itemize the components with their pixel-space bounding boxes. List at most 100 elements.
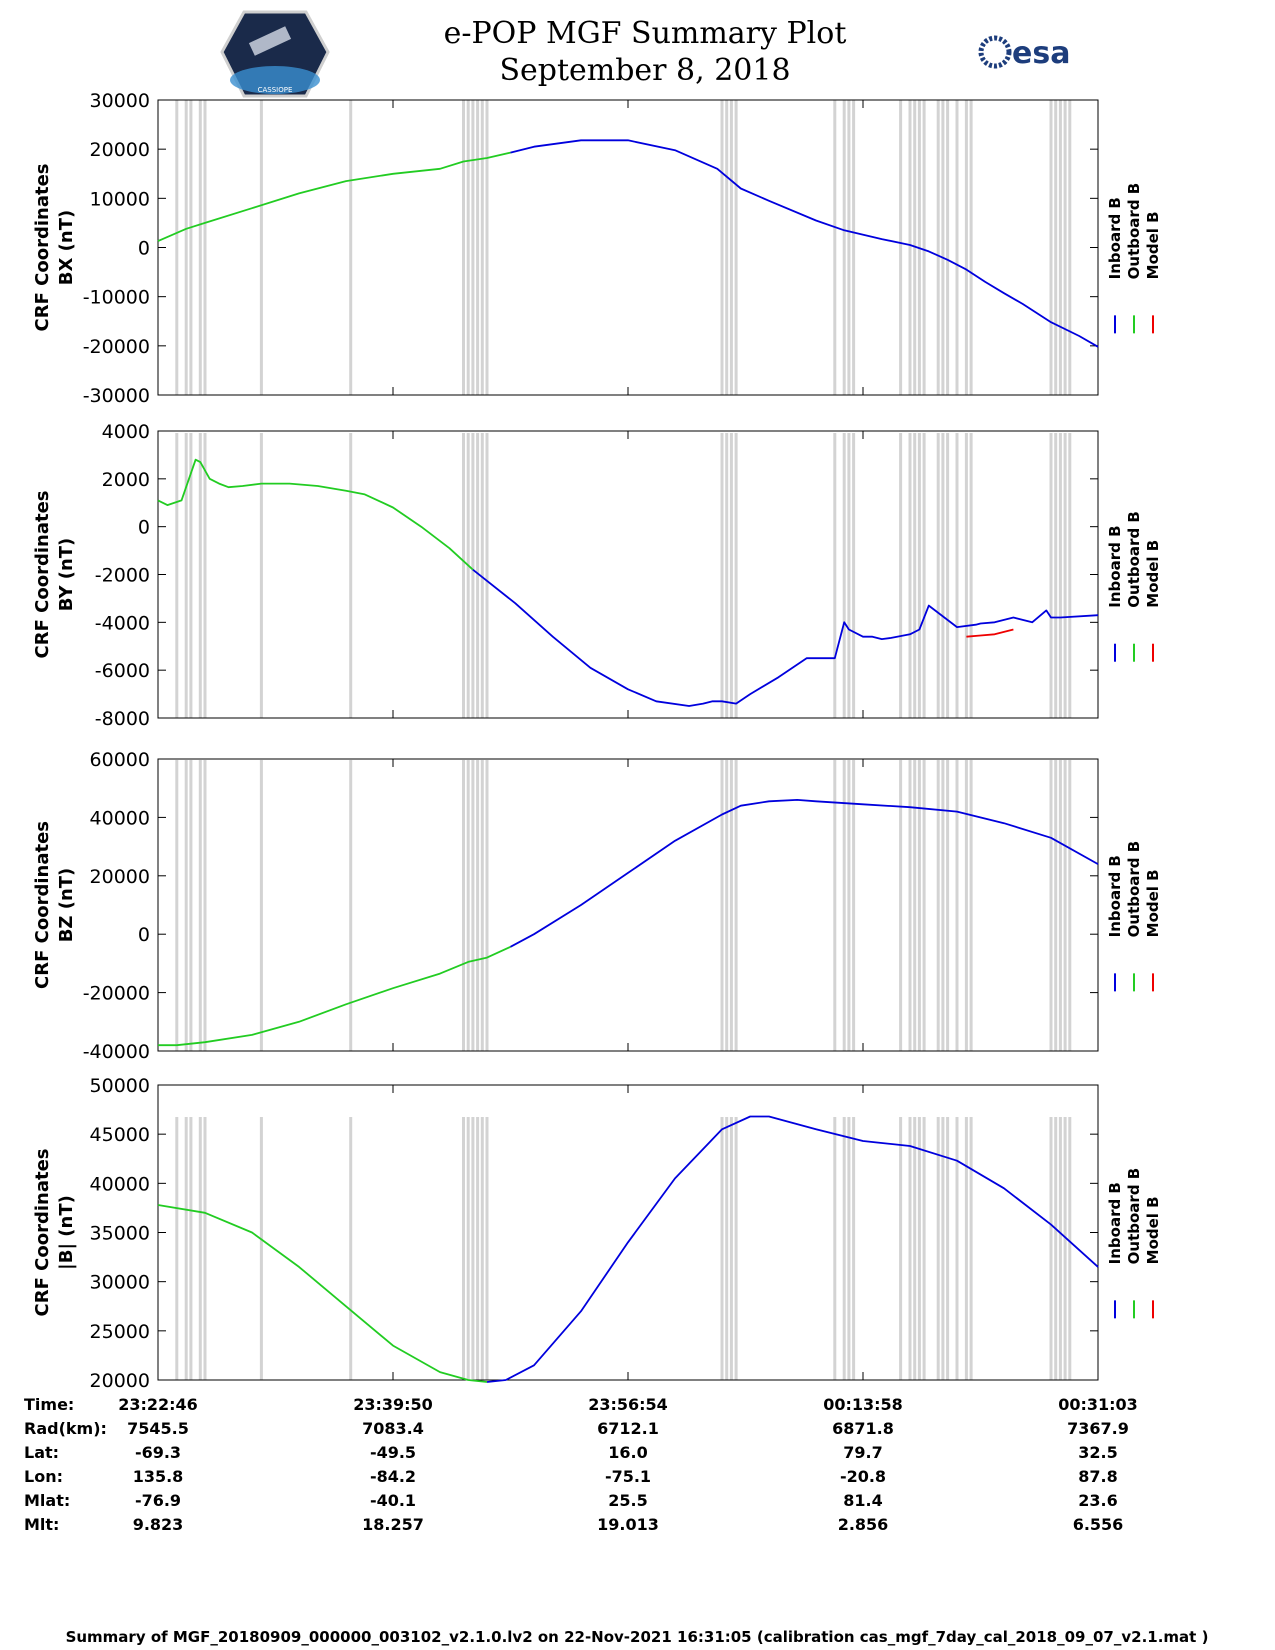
data-gap-bar [842, 1117, 846, 1380]
y-axis-label: CRF Coordinates BZ (nT) [32, 821, 77, 989]
ephemeris-cell: -75.1 [605, 1467, 651, 1486]
data-gap-bar [941, 760, 945, 1051]
data-gap-bar [198, 1117, 202, 1380]
data-gap-bar [476, 433, 480, 718]
ephemeris-row-label: Mlat: [24, 1491, 70, 1510]
data-gap-bar [1054, 760, 1058, 1051]
data-gap-bar [259, 100, 263, 395]
data-gap-bar [725, 760, 729, 1051]
data-gap-bar [203, 1117, 207, 1380]
series-line-inboard-b [510, 139, 1099, 348]
ephemeris-table: Time: Rad(km): Lat: Lon: Mlat: Mlt: 23:22:46 75… [24, 1395, 1138, 1534]
y-axis-label-line: CRF Coordinates [32, 164, 53, 332]
panel-2: 4000 2000 0 -2000 -4000 -6000 -8000 CRF Coordin… [32, 421, 1162, 730]
ephemeris-cell: 32.5 [1078, 1443, 1117, 1462]
y-tick-label: 20000 [90, 866, 150, 888]
ephemeris-cell: 23:56:54 [588, 1395, 668, 1414]
data-gap-bar [349, 100, 353, 395]
data-gap-bar [1068, 100, 1072, 395]
data-gap-bar [852, 433, 856, 718]
data-gap-bar [936, 433, 940, 718]
y-tick-label: 30000 [90, 90, 150, 112]
data-gap-bar [349, 1117, 353, 1380]
ephemeris-row-label: Lat: [24, 1443, 59, 1462]
data-gap-bar [471, 760, 475, 1051]
ephemeris-cell: 7083.4 [362, 1419, 424, 1438]
data-gap-bar [175, 433, 179, 718]
data-gap-bar [189, 433, 193, 718]
ephemeris-cell: 25.5 [608, 1491, 647, 1510]
data-gap-bar [913, 760, 917, 1051]
series-line-outboard-b [157, 151, 511, 242]
data-gap-bar [189, 760, 193, 1051]
data-gap-bar [198, 100, 202, 395]
data-gap-bar [941, 1117, 945, 1380]
y-tick-label: 20000 [90, 139, 150, 161]
data-gap-bar [1063, 1117, 1067, 1380]
y-axis-label-line: CRF Coordinates [32, 491, 53, 659]
y-tick-label: -20000 [83, 336, 150, 358]
data-gap-bar [485, 760, 489, 1051]
data-gap-bar [184, 100, 188, 395]
ephemeris-row-label: Mlt: [24, 1515, 59, 1534]
ephemeris-cell: 19.013 [597, 1515, 659, 1534]
data-gap-bar [720, 1117, 724, 1380]
data-gap-bar [842, 433, 846, 718]
data-gap-bar [725, 1117, 729, 1380]
data-gap-bar [466, 760, 470, 1051]
y-axis-label-line: BZ (nT) [56, 868, 77, 943]
legend-label: Inboard B [1106, 1182, 1124, 1264]
data-gap-bar [922, 1117, 926, 1380]
legend-label: Model B [1144, 869, 1162, 937]
data-gap-bar [259, 433, 263, 718]
data-gap-bar [833, 1117, 837, 1380]
data-gap-bar [1049, 100, 1053, 395]
data-gap-bar [184, 433, 188, 718]
data-gap-bar [847, 760, 851, 1051]
legend: Inboard B Outboard B Model B [1106, 841, 1162, 992]
data-gap-bar [203, 100, 207, 395]
data-gap-bar [1063, 100, 1067, 395]
data-gap-bar [922, 760, 926, 1051]
ephemeris-cell: 6.556 [1073, 1515, 1124, 1534]
ephemeris-cell: 6712.1 [597, 1419, 659, 1438]
y-axis-label-line: BY (nT) [56, 538, 77, 612]
data-gap-bar [203, 760, 207, 1051]
data-gap-bar [833, 433, 837, 718]
data-gap-bar [729, 1117, 733, 1380]
y-tick-label: 60000 [90, 749, 150, 771]
data-gap-bar [349, 433, 353, 718]
data-gap-bar [480, 1117, 484, 1380]
data-gap-bar [1049, 433, 1053, 718]
y-tick-label: 40000 [90, 1173, 150, 1195]
data-gap-bar [852, 1117, 856, 1380]
data-gap-bar [462, 433, 465, 718]
panel-4: 50000 45000 40000 35000 30000 25000 20000 CRF C… [32, 1075, 1162, 1392]
ephemeris-cell: 00:13:58 [823, 1395, 903, 1414]
footer-caption: Summary of MGF_20180909_000000_003102_v2… [66, 1628, 1209, 1646]
esa-logo: esa [978, 35, 1070, 71]
data-gap-bar [184, 1117, 188, 1380]
data-gap-bar [1058, 100, 1062, 395]
data-gap-bar [1049, 760, 1053, 1051]
y-tick-label: 0 [138, 924, 150, 946]
y-tick-label: -30000 [83, 385, 150, 407]
ephemeris-cell: -76.9 [135, 1491, 181, 1510]
data-gap-bar [485, 433, 489, 718]
data-gap-bar [485, 100, 489, 395]
ephemeris-cell: 00:31:03 [1058, 1395, 1138, 1414]
data-gap-bar [720, 760, 724, 1051]
y-axis-label: CRF Coordinates BX (nT) [32, 164, 77, 332]
legend: Inboard B Outboard B Model B [1106, 511, 1162, 662]
header: CASSIOPE e-POP MGF Summary Plot Septembe… [220, 10, 1070, 98]
legend-label: Inboard B [1106, 855, 1124, 937]
ephemeris-row-label: Lon: [24, 1467, 63, 1486]
data-gap-bar [198, 433, 202, 718]
plot-date: September 8, 2018 [499, 53, 790, 88]
data-gap-bar [480, 433, 484, 718]
y-tick-label: 40000 [90, 807, 150, 829]
data-gap-bar [1063, 433, 1067, 718]
data-gap-bar [471, 433, 475, 718]
series-line-model-b [966, 628, 1014, 638]
series-line-inboard-b [510, 799, 1099, 948]
